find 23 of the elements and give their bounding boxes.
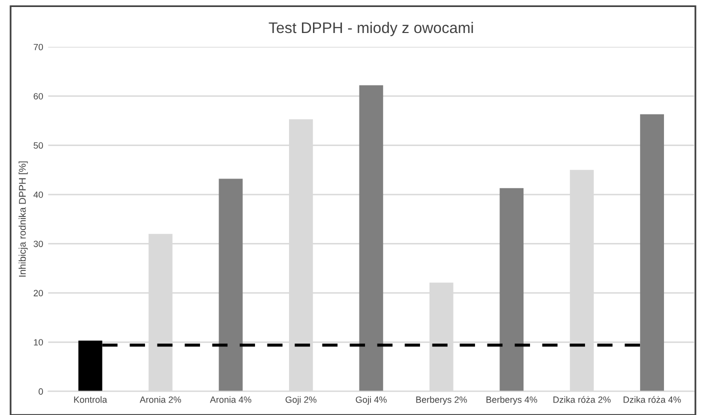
x-tick-label: Aronia 2%	[140, 396, 182, 403]
x-tick-label: Kontrola	[74, 396, 108, 403]
y-tick-label: 70	[34, 44, 43, 50]
y-tick-label: 40	[33, 191, 43, 198]
y-tick-label: 30	[34, 240, 43, 248]
bar	[218, 178, 243, 392]
y-tick-label: 20	[34, 290, 43, 296]
x-tick-label: Aronia 4%	[210, 396, 252, 403]
y-tick-label: 60	[34, 93, 43, 100]
x-tick-label: Dzika róża 4%	[624, 396, 681, 403]
chart-title: Test DPPH - miody z owocami	[268, 22, 473, 36]
y-tick-label: 10	[34, 339, 43, 346]
y-axis-title: Inhibicja rodnika DPPH [%]	[18, 161, 28, 277]
x-tick-label: Berberys 2%	[416, 396, 467, 405]
bar	[640, 114, 664, 392]
y-tick-label: 50	[34, 142, 43, 149]
x-tick-label: Berberys 4%	[486, 396, 538, 405]
x-tick-label: Dzika róża 2%	[553, 396, 611, 403]
x-tick-label: Goji 4%	[356, 396, 387, 405]
bar	[500, 188, 524, 392]
y-tick-label: 0	[38, 388, 43, 395]
x-tick-label: Goji 2%	[286, 396, 316, 405]
bar	[359, 85, 384, 392]
